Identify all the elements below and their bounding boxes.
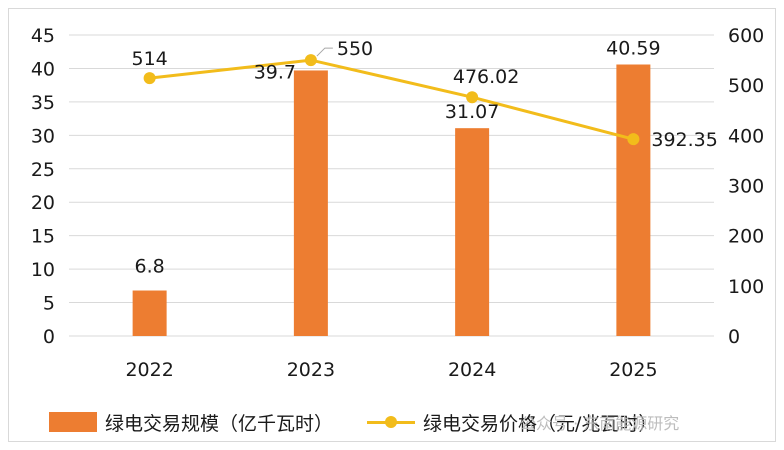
legend-swatch-line — [367, 412, 416, 432]
line-point — [466, 91, 479, 104]
bar — [293, 70, 328, 336]
y-left-tick-label: 15 — [31, 226, 55, 248]
y-right-tick-label: 100 — [728, 276, 764, 298]
y-left-tick-label: 45 — [31, 25, 55, 47]
y-left-tick-label: 0 — [43, 326, 55, 348]
line-data-label: 514 — [131, 48, 167, 70]
y-right-tick-label: 200 — [728, 226, 764, 248]
legend: 绿电交易规模（亿千瓦时） 绿电交易价格（元/兆瓦时） — [49, 407, 691, 437]
x-tick-label: 2022 — [125, 359, 173, 381]
bar — [616, 64, 651, 337]
series-line — [149, 58, 634, 141]
y-right-tick-label: 0 — [728, 326, 740, 348]
bar-data-label: 31.07 — [445, 101, 499, 123]
y-left-tick-label: 25 — [31, 159, 55, 181]
line-data-label: 392.35 — [651, 129, 717, 151]
label-leader-line — [316, 47, 333, 57]
legend-label-line: 绿电交易价格（元/兆瓦时） — [423, 412, 658, 435]
watermark-text: 公众号 · 东南能源研究 — [520, 414, 680, 433]
y-left-tick-label: 40 — [31, 58, 55, 80]
x-tick-label: 2025 — [609, 359, 657, 381]
legend-label-bar: 绿电交易规模（亿千瓦时） — [105, 412, 334, 435]
bar-data-label: 6.8 — [135, 256, 165, 278]
y-left-tick-label: 10 — [31, 259, 55, 281]
y-right-tick-label: 500 — [728, 75, 764, 97]
x-tick-label: 2024 — [448, 359, 496, 381]
legend-swatch-bar — [49, 412, 97, 432]
bar-data-label: 40.59 — [606, 37, 660, 59]
line-data-label: 550 — [337, 38, 373, 60]
y-right-tick-label: 300 — [728, 176, 764, 198]
legend-item-bar: 绿电交易规模（亿千瓦时） — [49, 409, 333, 436]
line-data-label: 476.02 — [453, 66, 519, 88]
legend-item-line: 绿电交易价格（元/兆瓦时） — [367, 409, 657, 436]
line-point — [627, 133, 640, 146]
line-point — [143, 72, 156, 85]
bar — [455, 128, 490, 336]
y-left-tick-label: 5 — [43, 293, 55, 315]
y-left-tick-label: 30 — [31, 125, 55, 147]
chart-frame: 0 5 10 15 20 25 30 35 40 45 0 100 200 300 400 500 600 202… — [8, 8, 776, 442]
bar — [132, 290, 167, 336]
y-left-tick-label: 35 — [31, 92, 55, 114]
y-right-tick-label: 600 — [728, 25, 764, 47]
bar-data-label: 39.7 — [254, 61, 296, 83]
y-left-tick-label: 20 — [31, 192, 55, 214]
x-tick-label: 2023 — [287, 359, 335, 381]
chart-plot: 0510152025303540450100200300400500600202… — [31, 25, 764, 381]
y-right-tick-label: 400 — [728, 125, 764, 147]
line-point — [304, 54, 317, 67]
